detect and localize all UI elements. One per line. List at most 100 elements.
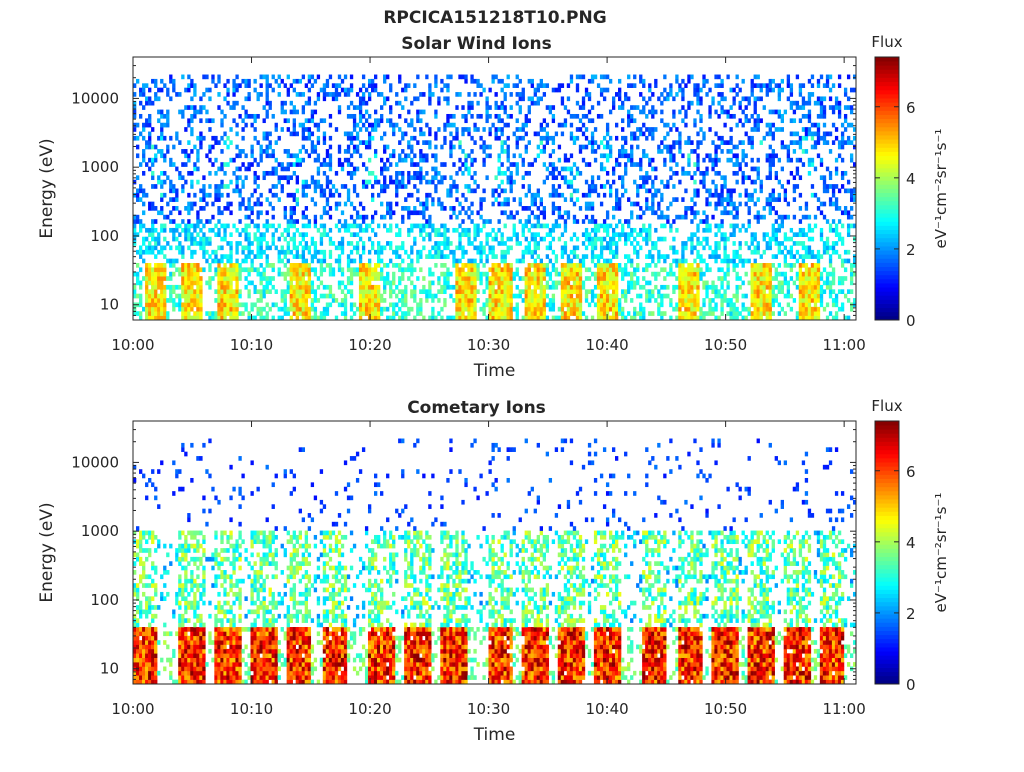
- spectrogram-cell: [738, 162, 742, 167]
- spectrogram-cell: [590, 74, 595, 80]
- spectrogram-cell: [431, 280, 435, 286]
- spectrogram-cell: [476, 227, 480, 233]
- spectrogram-cell: [488, 131, 492, 137]
- spectrogram-cell: [458, 210, 462, 216]
- spectrogram-cell: [328, 284, 333, 290]
- spectrogram-cell: [669, 149, 673, 154]
- spectrogram-cell: [265, 135, 269, 141]
- spectrogram-cell: [599, 293, 604, 299]
- spectrogram-cell: [630, 135, 634, 141]
- spectrogram-cell: [765, 197, 769, 202]
- spectrogram-cell: [768, 162, 772, 167]
- spectrogram-cell: [334, 170, 339, 176]
- spectrogram-cell: [575, 197, 580, 202]
- spectrogram-cell: [711, 192, 715, 198]
- spectrogram-cell: [663, 223, 667, 229]
- spectrogram-cell: [470, 289, 474, 294]
- spectrogram-cell: [235, 249, 239, 255]
- spectrogram-cell: [289, 315, 293, 321]
- spectrogram-cell: [720, 105, 724, 110]
- spectrogram-cell: [747, 140, 751, 145]
- spectrogram-cell: [262, 131, 266, 137]
- spectrogram-cell: [313, 271, 318, 277]
- spectrogram-cell: [500, 162, 504, 167]
- spectrogram-cell: [762, 249, 766, 255]
- spectrogram-cell: [184, 311, 188, 316]
- spectrogram-cell: [283, 206, 287, 211]
- spectrogram-cell: [744, 188, 748, 194]
- spectrogram-cell: [572, 162, 577, 167]
- spectrogram-cell: [578, 263, 583, 268]
- spectrogram-cell: [509, 210, 513, 216]
- spectrogram-cell: [437, 170, 441, 176]
- spectrogram-cell: [301, 188, 306, 194]
- spectrogram-cell: [148, 293, 152, 299]
- spectrogram-cell: [187, 192, 191, 198]
- spectrogram-cell: [289, 109, 293, 115]
- spectrogram-cell: [364, 284, 369, 290]
- spectrogram-cell: [687, 276, 691, 281]
- spectrogram-cell: [190, 96, 194, 102]
- spectrogram-cell: [256, 184, 260, 189]
- spectrogram-cell: [322, 258, 327, 264]
- spectrogram-cell: [383, 223, 387, 229]
- spectrogram-cell: [509, 92, 513, 97]
- spectrogram-cell: [527, 78, 531, 84]
- spectrogram-cell: [358, 105, 363, 110]
- spectrogram-cell: [434, 83, 438, 88]
- spectrogram-cell: [581, 280, 586, 286]
- spectrogram-cell: [217, 306, 221, 312]
- spectrogram-cell: [714, 157, 718, 163]
- spectrogram-cell: [753, 74, 757, 80]
- spectrogram-cell: [370, 87, 375, 93]
- spectrogram-cell: [470, 219, 474, 224]
- spectrogram-cell: [663, 122, 667, 128]
- spectrogram-cell: [184, 263, 188, 268]
- spectrogram-cell: [307, 219, 312, 224]
- spectrogram-cell: [723, 184, 727, 189]
- spectrogram-cell: [398, 263, 402, 268]
- spectrogram-cell: [500, 201, 504, 207]
- spectrogram-cell: [651, 166, 655, 172]
- spectrogram-cell: [142, 149, 146, 154]
- spectrogram-cell: [301, 298, 306, 303]
- spectrogram-cell: [346, 87, 351, 93]
- spectrogram-cell: [497, 227, 501, 233]
- spectrogram-cell: [726, 140, 730, 145]
- spectrogram-cell: [509, 311, 513, 316]
- spectrogram-cell: [337, 74, 342, 80]
- spectrogram-cell: [633, 245, 637, 251]
- spectrogram-cell: [575, 263, 580, 268]
- spectrogram-cell: [142, 258, 146, 264]
- spectrogram-cell: [675, 78, 679, 84]
- spectrogram-cell: [440, 315, 444, 321]
- spectrogram-cell: [627, 219, 631, 224]
- spectrogram-cell: [205, 118, 209, 124]
- spectrogram-cell: [419, 267, 423, 273]
- spectrogram-cell: [322, 92, 327, 97]
- spectrogram-cell: [654, 78, 658, 84]
- spectrogram-cell: [681, 293, 685, 299]
- spectrogram-cell: [437, 96, 441, 102]
- spectrogram-cell: [608, 184, 613, 189]
- spectrogram-cell: [395, 302, 399, 308]
- spectrogram-cell: [572, 276, 577, 281]
- spectrogram-cell: [530, 100, 534, 106]
- spectrogram-cell: [307, 249, 312, 255]
- spectrogram-cell: [166, 284, 170, 290]
- spectrogram-cell: [395, 170, 399, 176]
- spectrogram-cell: [524, 149, 528, 154]
- spectrogram-cell: [187, 140, 191, 145]
- spectrogram-cell: [708, 188, 712, 194]
- spectrogram-cell: [175, 293, 179, 299]
- spectrogram-cell: [738, 201, 742, 207]
- spectrogram-cell: [428, 293, 432, 299]
- spectrogram-cell: [283, 276, 287, 281]
- spectrogram-cell: [355, 92, 360, 97]
- spectrogram-cell: [557, 236, 562, 242]
- spectrogram-cell: [226, 135, 230, 141]
- spectrogram-cell: [461, 227, 465, 233]
- spectrogram-cell: [349, 289, 354, 294]
- spectrogram-cell: [313, 122, 318, 128]
- spectrogram-cell: [208, 236, 212, 242]
